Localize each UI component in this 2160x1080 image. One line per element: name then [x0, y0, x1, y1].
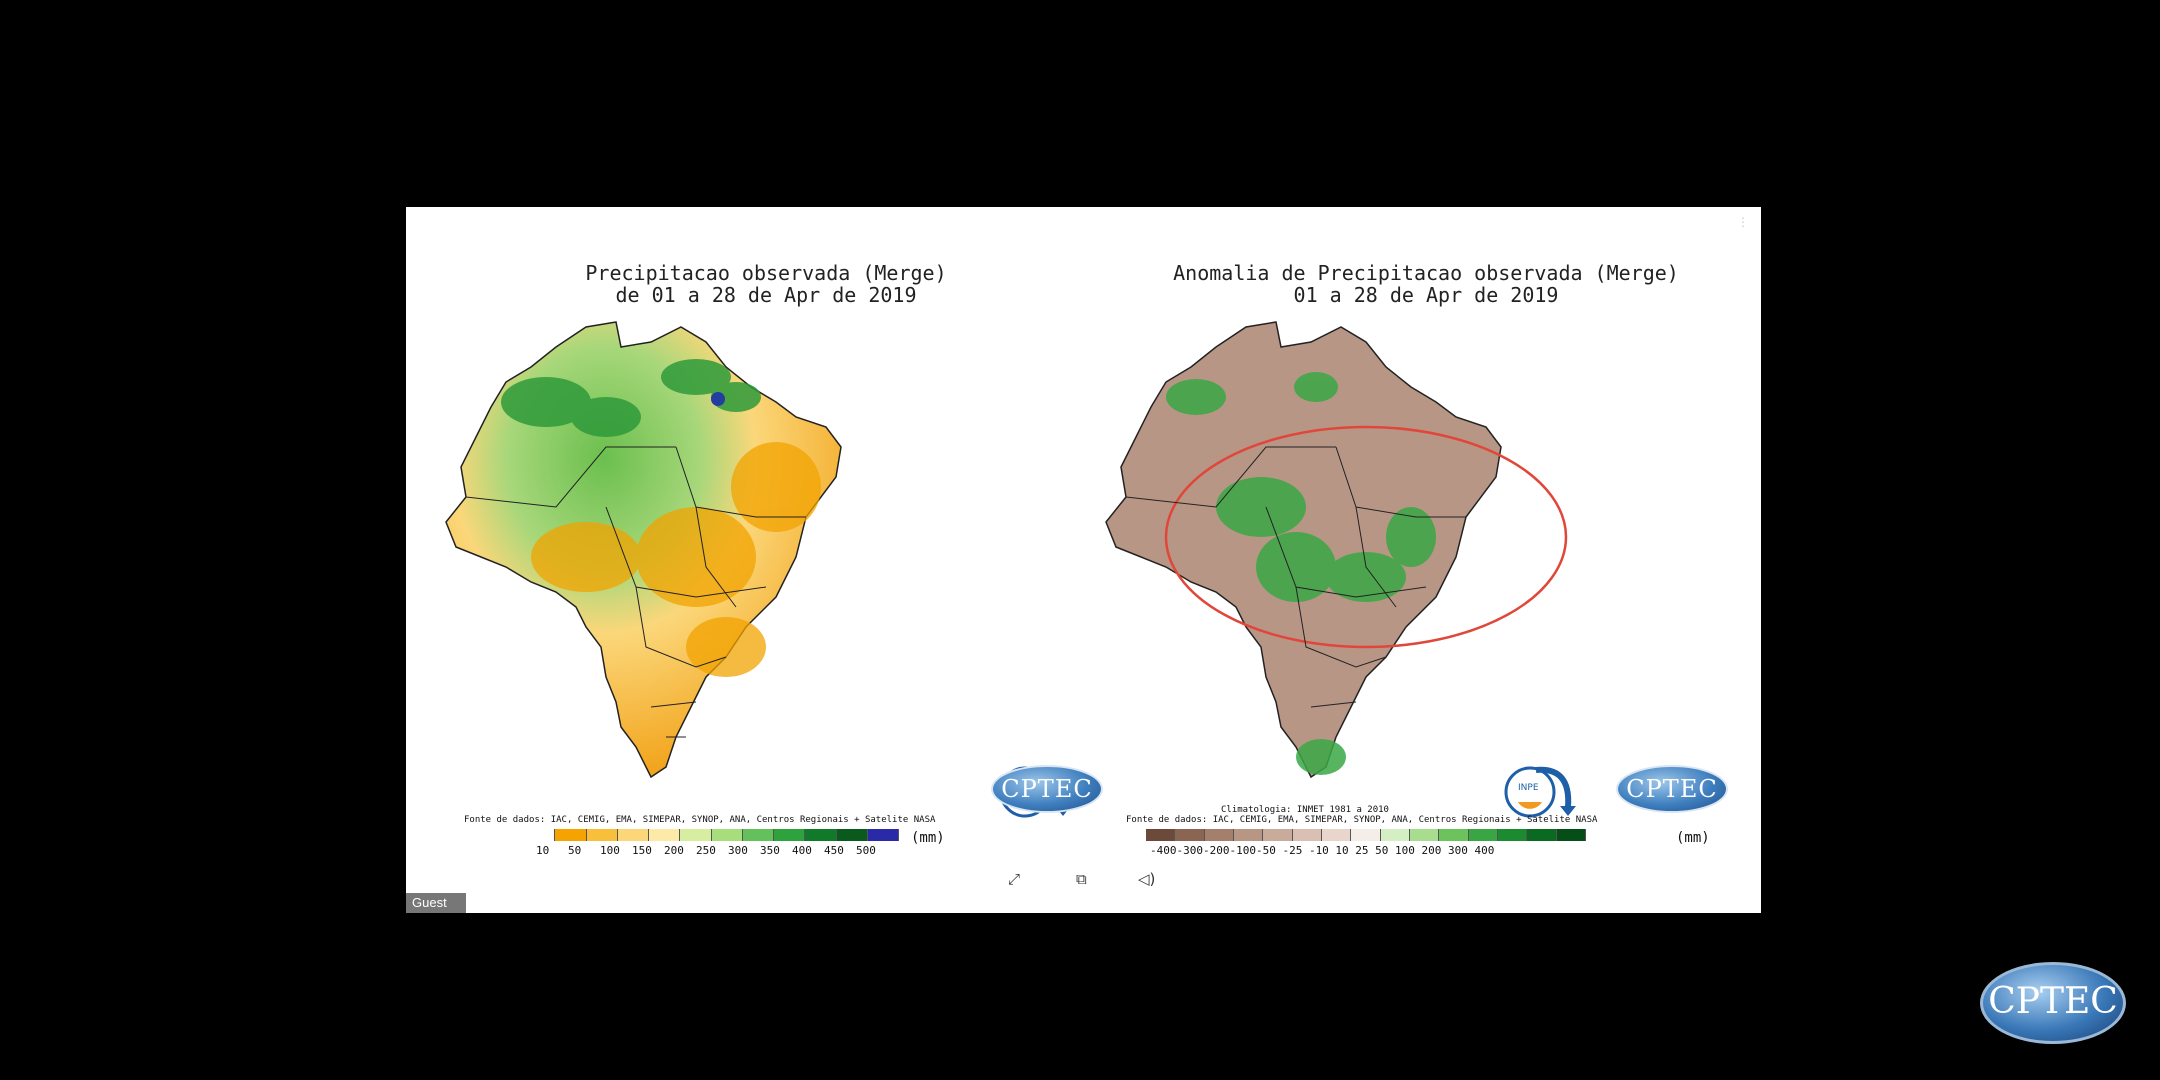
colorbar-cell [680, 829, 712, 841]
cptec-logo-text: CPTEC [1626, 775, 1718, 803]
precipitation-unit: (mm) [911, 830, 945, 846]
data-source-text: Fonte de dados: IAC, CEMIG, EMA, SIMEPAR… [1126, 815, 1598, 825]
colorbar-tick-label: 300 [728, 844, 748, 857]
inpe-logo-text: INPE [1518, 783, 1539, 793]
presentation-slide: ⋮ Precipitacao observada (Merge) de 01 a… [406, 207, 1761, 913]
colorbar-tick-label: 400 [792, 844, 812, 857]
colorbar-cell [1351, 829, 1381, 841]
colorbar-cell [1409, 829, 1440, 841]
colorbar-cell [1263, 829, 1293, 841]
colorbar-cell [1321, 829, 1352, 841]
precipitation-map-panel: Precipitacao observada (Merge) de 01 a 2… [436, 207, 1103, 913]
colorbar-cell [524, 829, 556, 841]
expand-icon[interactable]: ⤢ [1008, 870, 1021, 888]
positive-anomaly-areas [1166, 372, 1436, 775]
colorbar-cell [1175, 829, 1205, 841]
colorbar-cell [1380, 829, 1410, 841]
precipitation-map-title: Precipitacao observada (Merge) de 01 a 2… [436, 262, 1096, 306]
brazil-anomaly-map [1105, 321, 1568, 779]
colorbar-cell [1292, 829, 1322, 841]
colorbar-cell [742, 829, 774, 841]
anomaly-colorbar-ticks: -400-300-200-100-50 -25 -10 10 25 50 100… [1150, 844, 1495, 857]
colorbar-tick-label: 100 [600, 844, 620, 857]
colorbar-cell [1439, 829, 1469, 841]
colorbar-cell [836, 829, 868, 841]
audio-icon[interactable]: ◁) [1138, 870, 1156, 888]
colorbar-cell [774, 829, 806, 841]
slide-menu-icon[interactable]: ⋮ [1737, 215, 1749, 229]
title-line-2: de 01 a 28 de Apr de 2019 [615, 283, 917, 307]
colorbar-cell [1556, 829, 1586, 841]
state-borders [1125, 446, 1466, 708]
climatology-text: Climatologia: INMET 1981 a 2010 [1221, 805, 1389, 815]
anomaly-unit: (mm) [1676, 830, 1710, 846]
title-line-2: 01 a 28 de Apr de 2019 [1293, 283, 1559, 307]
colorbar-tick-label: 150 [632, 844, 652, 857]
state-borders [465, 446, 806, 738]
colorbar-cell [1497, 829, 1528, 841]
cptec-logo-text: CPTEC [1001, 775, 1093, 803]
fit-icon[interactable]: ⧉ [1076, 870, 1087, 888]
anomaly-colorbar [1146, 829, 1586, 841]
colorbar-tick-label: 10 [536, 844, 550, 857]
colorbar-cell [805, 829, 837, 841]
dry-areas [531, 442, 821, 677]
cptec-logo: CPTEC [991, 765, 1103, 813]
colorbar-cell [1146, 829, 1176, 841]
colorbar-tick-label: 500 [856, 844, 876, 857]
colorbar-tick-label: 200 [664, 844, 684, 857]
wet-areas [501, 359, 761, 437]
anomaly-map-title: Anomalia de Precipitacao observada (Merg… [1096, 262, 1756, 306]
inpe-logo: INPE [1504, 766, 1576, 818]
anomaly-map-panel: Anomalia de Precipitacao observada (Merg… [1096, 207, 1756, 913]
cptec-corner-logo-text: CPTEC [1988, 981, 2118, 1022]
highlight-circle [1164, 425, 1568, 649]
colorbar-tick-label: 50 [568, 844, 582, 857]
colorbar-cell [586, 829, 618, 841]
data-source-text: Fonte de dados: IAC, CEMIG, EMA, SIMEPAR… [464, 815, 936, 825]
colorbar-cell [711, 829, 743, 841]
precipitation-colorbar [524, 829, 899, 841]
title-line-1: Precipitacao observada (Merge) [585, 261, 947, 285]
very-wet-spot [711, 392, 725, 406]
cptec-corner-logo: CPTEC [1980, 962, 2126, 1044]
colorbar-cell [649, 829, 681, 841]
colorbar-tick-label: 350 [760, 844, 780, 857]
colorbar-cell [867, 829, 899, 841]
colorbar-cell [555, 829, 587, 841]
colorbar-cell [1468, 829, 1498, 841]
title-line-1: Anomalia de Precipitacao observada (Merg… [1173, 261, 1679, 285]
cptec-logo: CPTEC [1616, 765, 1728, 813]
colorbar-cell [1233, 829, 1264, 841]
colorbar-cell [617, 829, 649, 841]
colorbar-cell [1204, 829, 1234, 841]
colorbar-cell [1527, 829, 1557, 841]
guest-badge[interactable]: Guest [406, 893, 466, 913]
colorbar-tick-label: 450 [824, 844, 844, 857]
colorbar-tick-label: 250 [696, 844, 716, 857]
brazil-precipitation-map [445, 321, 842, 779]
